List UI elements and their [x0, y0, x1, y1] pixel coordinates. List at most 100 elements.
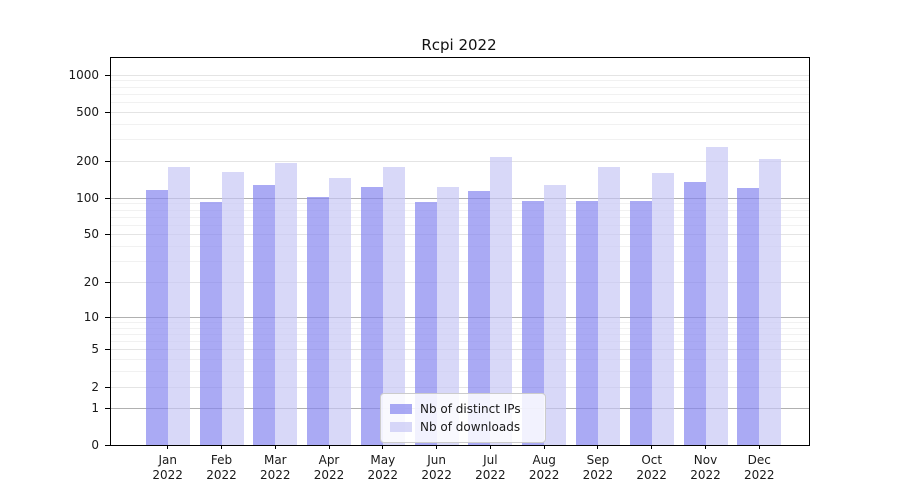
x-tick-mark [382, 445, 384, 449]
x-tick-label: Jan 2022 [152, 453, 183, 482]
legend-row: Nb of downloads [390, 419, 537, 435]
bar-distinct-ips [737, 187, 760, 445]
legend: Nb of distinct IPs Nb of downloads [380, 393, 546, 443]
x-tick-mark [274, 445, 276, 449]
x-tick-label: Jun 2022 [421, 453, 452, 482]
bar-distinct-ips [629, 200, 652, 445]
bar-downloads [329, 178, 351, 445]
x-tick-mark [651, 445, 653, 449]
y-tick-label: 100 [76, 190, 99, 205]
legend-swatch [390, 404, 412, 414]
y-tick-label: 0 [91, 437, 99, 452]
y-tick-mark [105, 160, 111, 162]
bar-downloads [167, 166, 190, 445]
legend-swatch [390, 422, 412, 432]
y-tick-mark [105, 349, 111, 351]
y-tick-mark [105, 386, 111, 388]
bar-distinct-ips [683, 181, 706, 445]
y-tick-mark [105, 234, 111, 236]
bar-distinct-ips [145, 189, 168, 445]
y-tick-label: 200 [76, 153, 99, 168]
gridline-minor [111, 80, 809, 82]
x-tick-mark [328, 445, 330, 449]
bar-downloads [382, 167, 405, 445]
bar-distinct-ips [253, 184, 276, 445]
y-tick-label: 20 [83, 275, 99, 290]
x-tick-label: Mar 2022 [260, 453, 291, 482]
plot-area: 0 1 2 5 10 20 50 100 200 500 1000 Jan 2022 Feb 2022 M… [68, 57, 810, 482]
gridline-minor [111, 359, 809, 361]
gridline-minor [111, 86, 809, 88]
y-tick-mark [105, 282, 111, 284]
bar-distinct-ips [575, 201, 598, 445]
gridline-major [111, 74, 809, 76]
gridline-minor [111, 102, 809, 103]
x-tick-label: Aug 2022 [528, 453, 560, 482]
gridline-minor [111, 321, 809, 323]
bar-downloads [651, 172, 674, 445]
gridline-major [111, 386, 809, 388]
bar-distinct-ips [468, 190, 491, 445]
bar-distinct-ips [199, 202, 222, 445]
gridline-minor [111, 123, 809, 125]
x-tick-mark [489, 445, 491, 449]
gridline-minor [111, 246, 809, 248]
gridline-minor [111, 341, 809, 342]
bar-downloads [597, 167, 620, 445]
x-tick-label: Dec 2022 [744, 453, 775, 482]
y-tick-mark [105, 197, 111, 199]
y-tick-mark [105, 74, 111, 76]
gridline-major [111, 282, 809, 284]
gridline-minor [111, 327, 809, 329]
bar-downloads [436, 187, 459, 445]
legend-label: Nb of distinct IPs [420, 402, 521, 416]
gridline-minor [111, 139, 809, 141]
chart-title: Rcpi 2022 [421, 36, 497, 54]
gridline-minor [111, 333, 809, 335]
x-tick-mark [758, 445, 760, 449]
x-tick-label: Oct 2022 [636, 453, 667, 482]
gridline-minor [111, 261, 809, 263]
gridline-major [111, 234, 809, 236]
bar-downloads [221, 172, 244, 445]
gridline-major [111, 316, 809, 318]
x-tick-mark [705, 445, 706, 449]
x-tick-mark [597, 445, 599, 449]
gridline-major [111, 160, 809, 162]
gridline-major [111, 111, 809, 113]
gridline-major [111, 197, 809, 199]
x-tick-mark [221, 445, 222, 449]
x-tick-label: May 2022 [367, 453, 399, 482]
x-tick-mark [167, 445, 169, 449]
y-tick-label: 50 [83, 227, 99, 242]
bar-downloads [705, 147, 728, 445]
x-tick-label: Jul 2022 [475, 453, 506, 482]
y-tick-label: 500 [76, 104, 99, 119]
y-tick-label: 1 [91, 401, 99, 416]
bar-distinct-ips [414, 201, 437, 445]
y-tick-label: 5 [91, 342, 99, 357]
gridline-minor [111, 209, 809, 211]
x-tick-label: Sep 2022 [582, 453, 614, 482]
x-tick-label: Nov 2022 [690, 453, 721, 482]
gridline-minor [111, 203, 809, 205]
x-tick-label: Apr 2022 [313, 453, 345, 482]
legend-row: Nb of distinct IPs [390, 401, 537, 417]
gridline-major [111, 349, 809, 351]
bar-downloads [759, 159, 782, 445]
x-tick-label: Feb 2022 [206, 453, 237, 482]
bar-distinct-ips [307, 196, 329, 445]
gridline-minor [111, 371, 809, 373]
y-tick-mark [105, 111, 111, 113]
gridline-minor [111, 93, 809, 95]
bar-downloads [275, 162, 298, 445]
bar-distinct-ips [360, 186, 383, 445]
bar-distinct-ips [522, 201, 545, 445]
x-tick-mark [543, 445, 545, 449]
y-tick-label: 10 [83, 309, 99, 324]
x-tick-mark [436, 445, 438, 449]
y-tick-mark [105, 408, 111, 410]
y-tick-label: 2 [91, 379, 99, 394]
bar-downloads [544, 184, 567, 445]
